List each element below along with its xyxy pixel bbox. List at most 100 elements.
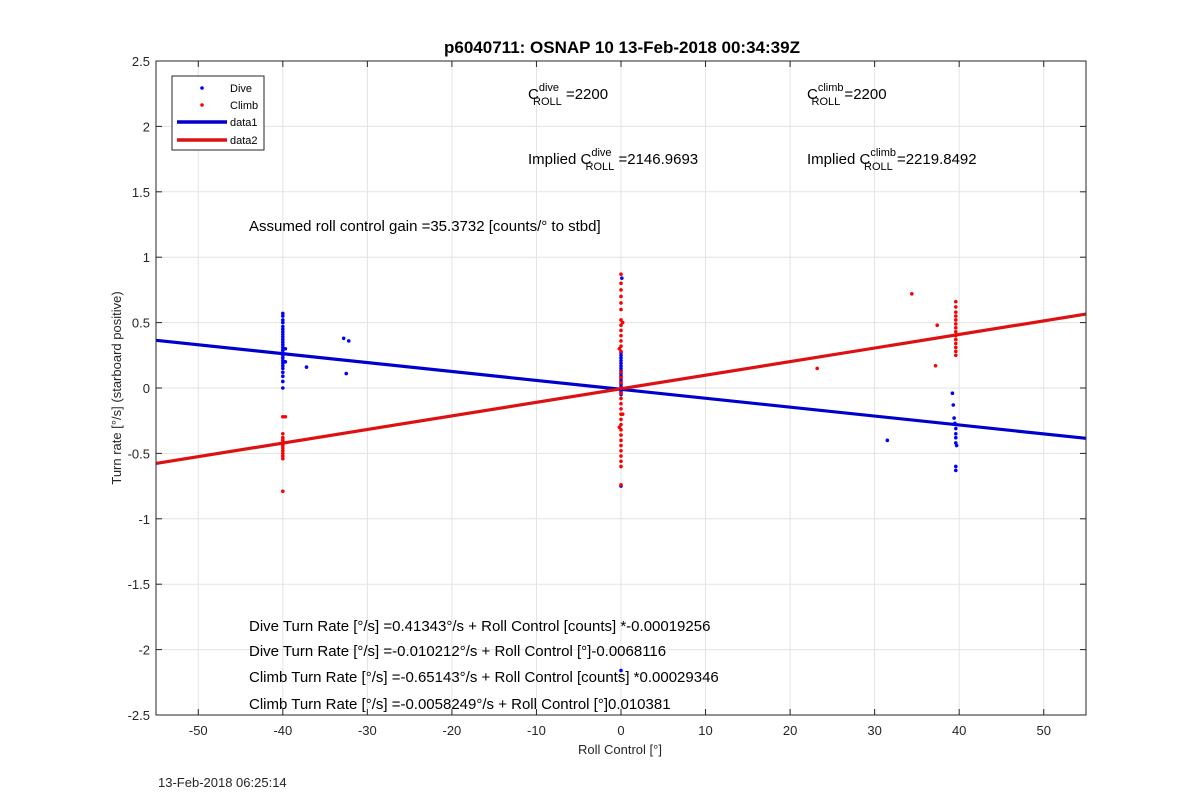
- climb-point: [617, 425, 622, 430]
- implied-c-dive-annotation: Implied Cdive ROLL =2146.9693: [528, 147, 698, 173]
- climb-point: [954, 345, 958, 350]
- dive-point: [619, 361, 623, 365]
- dive-point: [281, 320, 285, 325]
- climb-point: [619, 323, 623, 328]
- climb-point: [281, 448, 285, 453]
- climb-point: [619, 454, 623, 458]
- dive-point: [281, 340, 285, 345]
- y-tick-label: 0: [143, 381, 150, 396]
- climb-point: [954, 318, 958, 322]
- x-tick-label: 20: [783, 723, 797, 738]
- climb-point: [954, 349, 958, 354]
- dive-point: [281, 318, 285, 322]
- dive-point: [954, 435, 958, 440]
- dive-point: [281, 314, 285, 318]
- footer-timestamp: 13-Feb-2018 06:25:14: [158, 775, 287, 790]
- dive-point: [619, 358, 623, 363]
- dive-point: [954, 443, 959, 448]
- dive-point: [954, 468, 958, 473]
- climb-point: [619, 344, 623, 348]
- climb-point: [619, 407, 623, 411]
- x-tick-label: -40: [273, 723, 292, 738]
- climb-point: [281, 489, 285, 494]
- climb-point: [954, 299, 958, 304]
- x-tick-label: 40: [952, 723, 966, 738]
- x-axis-ticks: -50 -40 -30 -20 -10 0 10 20 30 40 50: [189, 61, 1051, 738]
- x-tick-label: 30: [867, 723, 881, 738]
- dive-point: [954, 431, 958, 436]
- climb-point: [954, 337, 958, 342]
- climb-point: [933, 363, 938, 368]
- x-tick-label: 10: [698, 723, 712, 738]
- y-axis-ticks: -2.5 -2 -1.5 -1 -0.5 0 0.5 1 1.5 2 2.5: [128, 54, 1086, 723]
- x-tick-label: -30: [358, 723, 377, 738]
- climb-point: [283, 414, 288, 419]
- data-points: [281, 272, 959, 673]
- y-tick-label: -0.5: [128, 446, 150, 461]
- y-tick-label: 2.5: [132, 54, 150, 69]
- climb-point: [281, 456, 285, 461]
- dive-point: [953, 421, 957, 426]
- climb-point: [619, 328, 623, 333]
- legend-dive-label: Dive: [230, 83, 252, 95]
- dive-point: [281, 337, 285, 342]
- climb-point: [281, 441, 285, 445]
- dive-point: [620, 276, 624, 280]
- climb-point: [619, 380, 623, 385]
- y-tick-label: -1.5: [128, 577, 150, 592]
- x-tick-label: -50: [189, 723, 208, 738]
- climb-point: [281, 454, 285, 458]
- legend-data1-label: data1: [230, 117, 258, 129]
- x-tick-label: -10: [527, 723, 546, 738]
- dive-point: [281, 311, 285, 316]
- legend: Dive Climb data1 data2: [171, 75, 265, 151]
- climb-point: [619, 318, 623, 322]
- dive-point: [281, 327, 285, 331]
- climb-point: [619, 448, 623, 453]
- climb-point: [619, 333, 623, 338]
- climb-point: [619, 438, 623, 443]
- climb-point: [619, 294, 623, 299]
- dive-point: [346, 339, 351, 343]
- climb-point: [619, 349, 623, 354]
- dive-point: [954, 464, 958, 469]
- climb-rate-deg-annotation: Climb Turn Rate [°/s] =-0.0058249°/s + R…: [249, 696, 671, 713]
- climb-point: [954, 305, 958, 309]
- climb-point: [620, 320, 625, 325]
- climb-point: [619, 417, 623, 422]
- dive-point: [281, 353, 285, 358]
- climb-point: [281, 446, 285, 450]
- dive-point: [619, 366, 623, 371]
- dive-point: [885, 438, 890, 443]
- climb-point: [619, 422, 623, 427]
- c-dive-annotation: Cdive ROLL =2200: [528, 82, 608, 108]
- climb-point: [954, 310, 958, 314]
- dive-point: [281, 374, 285, 379]
- y-tick-label: 0.5: [132, 316, 150, 331]
- climb-point: [910, 292, 914, 296]
- x-tick-label: 0: [617, 723, 624, 738]
- dive-point: [281, 350, 285, 355]
- dive-point: [281, 370, 285, 375]
- climb-point: [619, 396, 623, 401]
- climb-point: [619, 433, 623, 437]
- climb-point: [619, 401, 623, 406]
- climb-point: [954, 314, 958, 318]
- y-tick-label: 1: [143, 250, 150, 265]
- dive-point: [281, 366, 285, 371]
- climb-point: [619, 272, 623, 277]
- climb-point: [619, 288, 623, 292]
- x-tick-label: -20: [443, 723, 462, 738]
- y-tick-label: -1: [138, 512, 150, 527]
- x-axis-label: Roll Control [°]: [578, 742, 662, 757]
- dive-point: [304, 365, 309, 369]
- assumed-gain-annotation: Assumed roll control gain =35.3732 [coun…: [249, 218, 601, 235]
- climb-point: [954, 322, 958, 326]
- dive-point: [281, 329, 285, 334]
- dive-point: [281, 363, 285, 368]
- dive-point: [344, 371, 349, 376]
- y-tick-label: 2: [143, 119, 150, 134]
- y-tick-label: -2: [138, 643, 150, 658]
- climb-point: [619, 375, 623, 380]
- legend-climb-label: Climb: [230, 100, 258, 112]
